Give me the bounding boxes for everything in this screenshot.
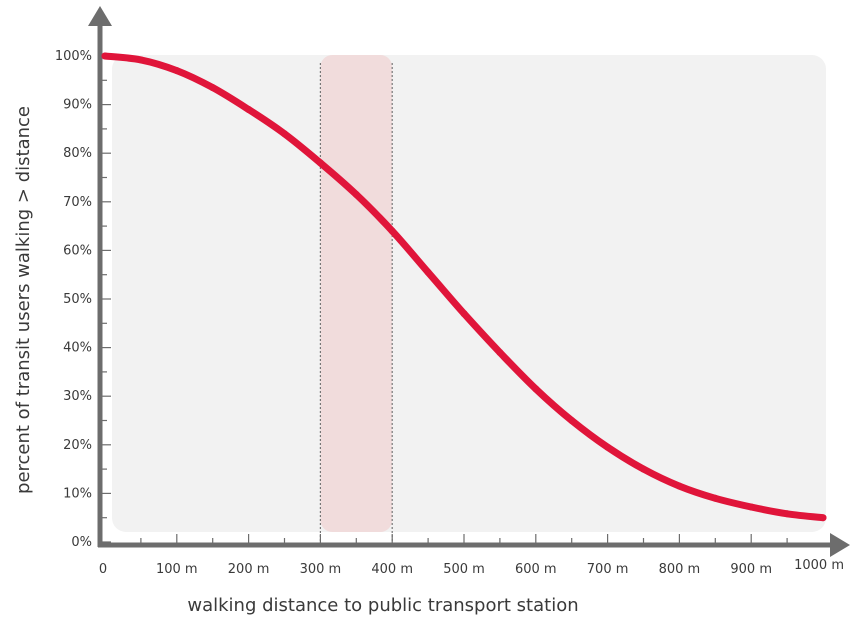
x-tick-label: 1000 m: [794, 558, 844, 573]
series-data-point: [747, 503, 755, 511]
y-tick-label: 30%: [63, 389, 92, 404]
y-tick-label: 100%: [55, 49, 92, 64]
x-axis-arrow: [830, 533, 850, 557]
x-tick-label: 300 m: [300, 562, 342, 577]
series-data-point: [568, 417, 576, 424]
y-tick-label: 70%: [63, 195, 92, 210]
plot-background: [112, 55, 826, 532]
series-data-point: [209, 84, 217, 92]
y-tick-label: 0%: [71, 535, 92, 550]
x-tick-label: 800 m: [659, 562, 701, 577]
highlight-band: [320, 55, 393, 532]
y-tick-label: 40%: [63, 341, 92, 356]
series-data-point: [604, 443, 612, 451]
series-data-point: [460, 310, 468, 318]
series-data-point: [675, 482, 683, 490]
series-data-point: [352, 191, 360, 198]
y-axis-title: percent of transit users walking > dista…: [13, 106, 34, 494]
series-data-point: [424, 268, 432, 276]
series-data-point: [532, 385, 540, 393]
y-tick-label: 60%: [63, 243, 92, 258]
x-tick-label: 0: [99, 562, 107, 577]
series-data-point: [316, 159, 324, 167]
series-data-point: [101, 52, 109, 60]
series-data-point: [819, 514, 827, 522]
x-tick-label: 400 m: [371, 562, 413, 577]
x-tick-label: 600 m: [515, 562, 557, 577]
series-data-point: [388, 227, 396, 235]
x-axis-title: walking distance to public transport sta…: [187, 595, 578, 616]
x-tick-label: 900 m: [730, 562, 772, 577]
series-data-point: [281, 130, 288, 138]
y-tick-label: 20%: [63, 438, 92, 453]
x-axis-tick-labels: 0 100 m 200 m 300 m 400 m 500 m 600 m 700 m 800 …: [99, 558, 844, 577]
y-tick-label: 90%: [63, 98, 92, 113]
series-data-points: [101, 52, 827, 522]
y-axis-tick-labels: 0% 10% 20% 30% 40% 50% 60% 70% 80% 90% 100%: [55, 49, 92, 550]
y-tick-label: 50%: [63, 292, 92, 307]
series-data-point: [245, 106, 253, 113]
x-tick-label: 100 m: [156, 562, 198, 577]
y-axis-arrow: [88, 6, 112, 26]
series-data-point: [711, 494, 719, 502]
series-data-point: [173, 67, 181, 75]
y-tick-label: 80%: [63, 146, 92, 161]
x-tick-label: 700 m: [587, 562, 629, 577]
x-tick-label: 200 m: [228, 562, 270, 577]
series-data-point: [783, 510, 791, 518]
series-data-point: [496, 349, 504, 356]
series-data-point: [640, 465, 647, 473]
y-tick-label: 10%: [63, 486, 92, 501]
series-data-point: [137, 56, 145, 64]
x-tick-label: 500 m: [443, 562, 485, 577]
